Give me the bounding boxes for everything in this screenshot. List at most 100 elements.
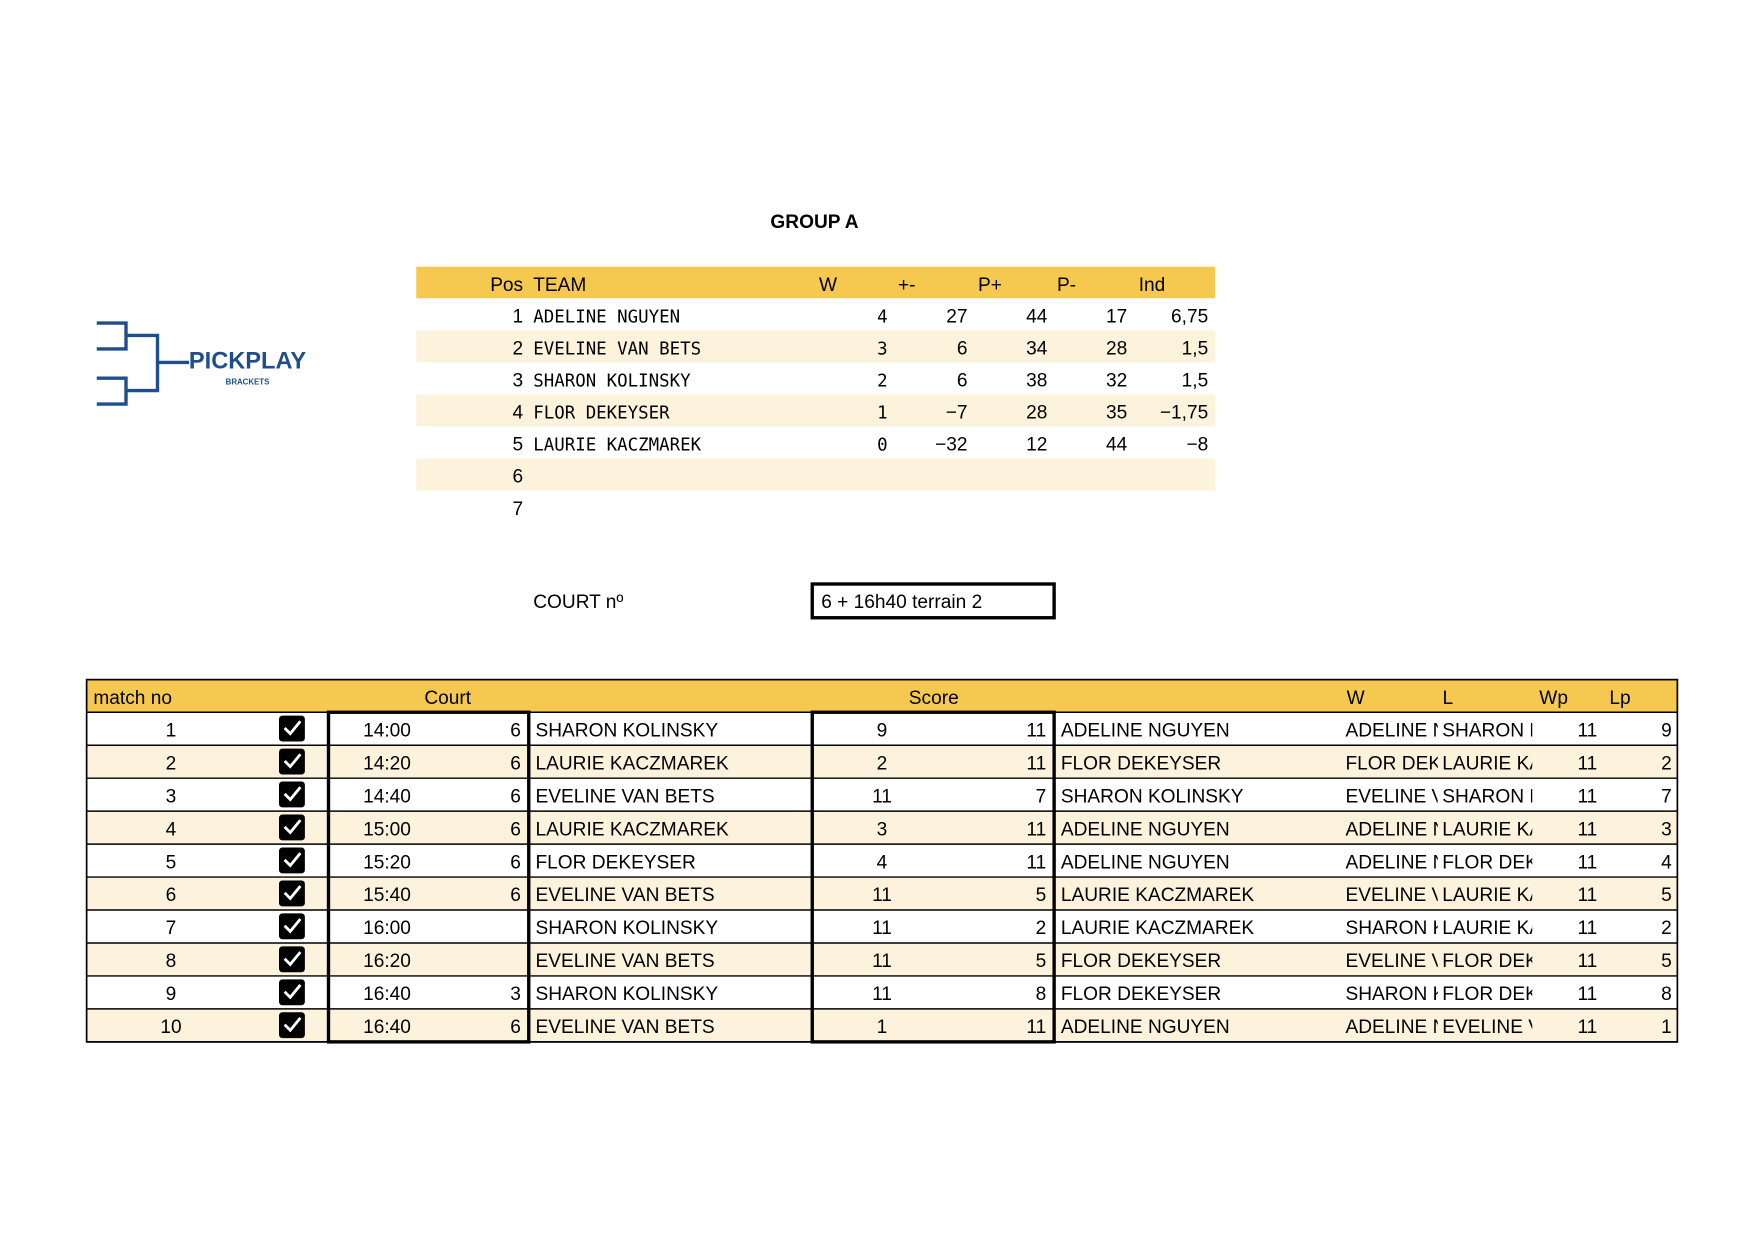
team-name: SHARON KOLINSKY (533, 372, 691, 392)
checkbox (279, 979, 305, 1006)
row-bg (86, 1008, 1678, 1042)
checkbox (279, 946, 305, 973)
cell: 6 (957, 371, 968, 392)
cell: 11 (1577, 951, 1597, 972)
checkmark (283, 852, 302, 868)
cell: 3 (877, 339, 888, 359)
cell: 2 (1661, 753, 1672, 774)
cell: ADELINE NGUYEN (1346, 819, 1515, 840)
cell: 6 (166, 885, 177, 906)
cell: 32 (1106, 371, 1127, 392)
team-name: ADELINE NGUYEN (533, 307, 680, 327)
court-box (810, 582, 1056, 620)
cell: ADELINE NGUYEN (1346, 1017, 1515, 1038)
header-bg (86, 679, 1678, 713)
cell: ADELINE NGUYEN (1346, 852, 1515, 873)
title: GROUP A (770, 212, 858, 233)
cell: 5 (1661, 951, 1672, 972)
cell: 3 (877, 819, 888, 840)
cell: SHARON KOLINSKY (536, 918, 719, 939)
cell: −32 (935, 435, 967, 456)
cell: SHARON KOLINSKY (536, 720, 719, 741)
cell: 4 (1661, 852, 1672, 873)
checkbox (279, 1012, 305, 1039)
cell: 2 (166, 753, 177, 774)
checkbox (279, 880, 305, 907)
cell: 11 (872, 918, 892, 939)
row-bg (416, 458, 1215, 491)
column-header: Court (424, 688, 471, 709)
column-header: P- (1057, 275, 1076, 296)
column-header: +- (898, 275, 916, 296)
row-bg (86, 745, 1678, 779)
cell: 6,75 (1171, 306, 1208, 327)
cell: 7 (1661, 786, 1672, 807)
team-name: EVELINE VAN BETS (533, 339, 701, 359)
checkmark (283, 819, 302, 835)
cell: 44 (1106, 435, 1128, 456)
cell: 11 (872, 885, 892, 906)
column-header: Ind (1139, 275, 1166, 296)
cell: 6 (510, 819, 521, 840)
cell: 38 (1026, 371, 1047, 392)
cell: 6 (510, 786, 521, 807)
cell: LAURIE KACZMAREK (1061, 918, 1255, 939)
cell: 6 (510, 720, 521, 741)
cell: ADELINE NGUYEN (1061, 852, 1230, 873)
cell: 8 (1036, 984, 1047, 1005)
cell: 1 (1661, 1017, 1672, 1038)
cell: 1 (512, 306, 523, 327)
cell: 14:00 (363, 720, 411, 741)
column-header: TEAM (533, 275, 586, 296)
court-value: 6 + 16h40 terrain 2 (821, 592, 982, 613)
row-bg (86, 942, 1678, 976)
cell: 11 (1577, 720, 1597, 741)
cell: 11 (1577, 852, 1597, 873)
cell: 16:00 (363, 918, 411, 939)
cell: 8 (1661, 984, 1672, 1005)
team-name: LAURIE KACZMAREK (533, 436, 701, 456)
checkmark (283, 786, 302, 802)
cell: 6 (510, 852, 521, 873)
logo-name: PICKPLAY (189, 349, 306, 375)
cell: 15:40 (363, 885, 411, 906)
checkbox (279, 748, 305, 775)
cell: 2 (877, 372, 888, 392)
cell: SHARON KOLINSKY (536, 984, 719, 1005)
cell: FLOR DEKEYSER (536, 852, 696, 873)
cell: 28 (1026, 403, 1047, 424)
cell: 1 (877, 404, 888, 424)
cell: 1 (166, 720, 177, 741)
cell: 11 (1026, 753, 1046, 774)
cell: ADELINE NGUYEN (1346, 720, 1515, 741)
cell: 2 (512, 338, 523, 359)
cell: ADELINE NGUYEN (1061, 720, 1230, 741)
checkmark (283, 984, 302, 1000)
cell: 2 (1036, 918, 1047, 939)
checkbox (279, 913, 305, 940)
logo (96, 321, 189, 406)
cell: 6 (510, 885, 521, 906)
cell: LAURIE KACZMAREK (1442, 885, 1636, 906)
cell: 9 (166, 984, 177, 1005)
cell: 27 (946, 306, 967, 327)
cell: 35 (1106, 403, 1127, 424)
row-bg (86, 877, 1678, 911)
cell: 11 (872, 984, 892, 1005)
cell: 9 (1661, 720, 1672, 741)
column-header: L (1443, 688, 1454, 709)
cell: LAURIE KACZMAREK (1442, 753, 1636, 774)
cell: −1,75 (1160, 403, 1208, 424)
cell: 11 (1577, 819, 1597, 840)
team-name: FLOR DEKEYSER (533, 404, 670, 424)
cell: 14:20 (363, 753, 411, 774)
cell: 16:40 (363, 1017, 411, 1038)
cell: 16:40 (363, 984, 411, 1005)
cell: EVELINE VAN BETS (1442, 1017, 1621, 1038)
cell: 11 (1026, 720, 1046, 741)
cell: EVELINE VAN BETS (536, 786, 715, 807)
cell: 8 (166, 951, 177, 972)
cell: LAURIE KACZMAREK (1442, 918, 1636, 939)
checkmark (283, 918, 302, 934)
cell: 15:20 (363, 852, 411, 873)
